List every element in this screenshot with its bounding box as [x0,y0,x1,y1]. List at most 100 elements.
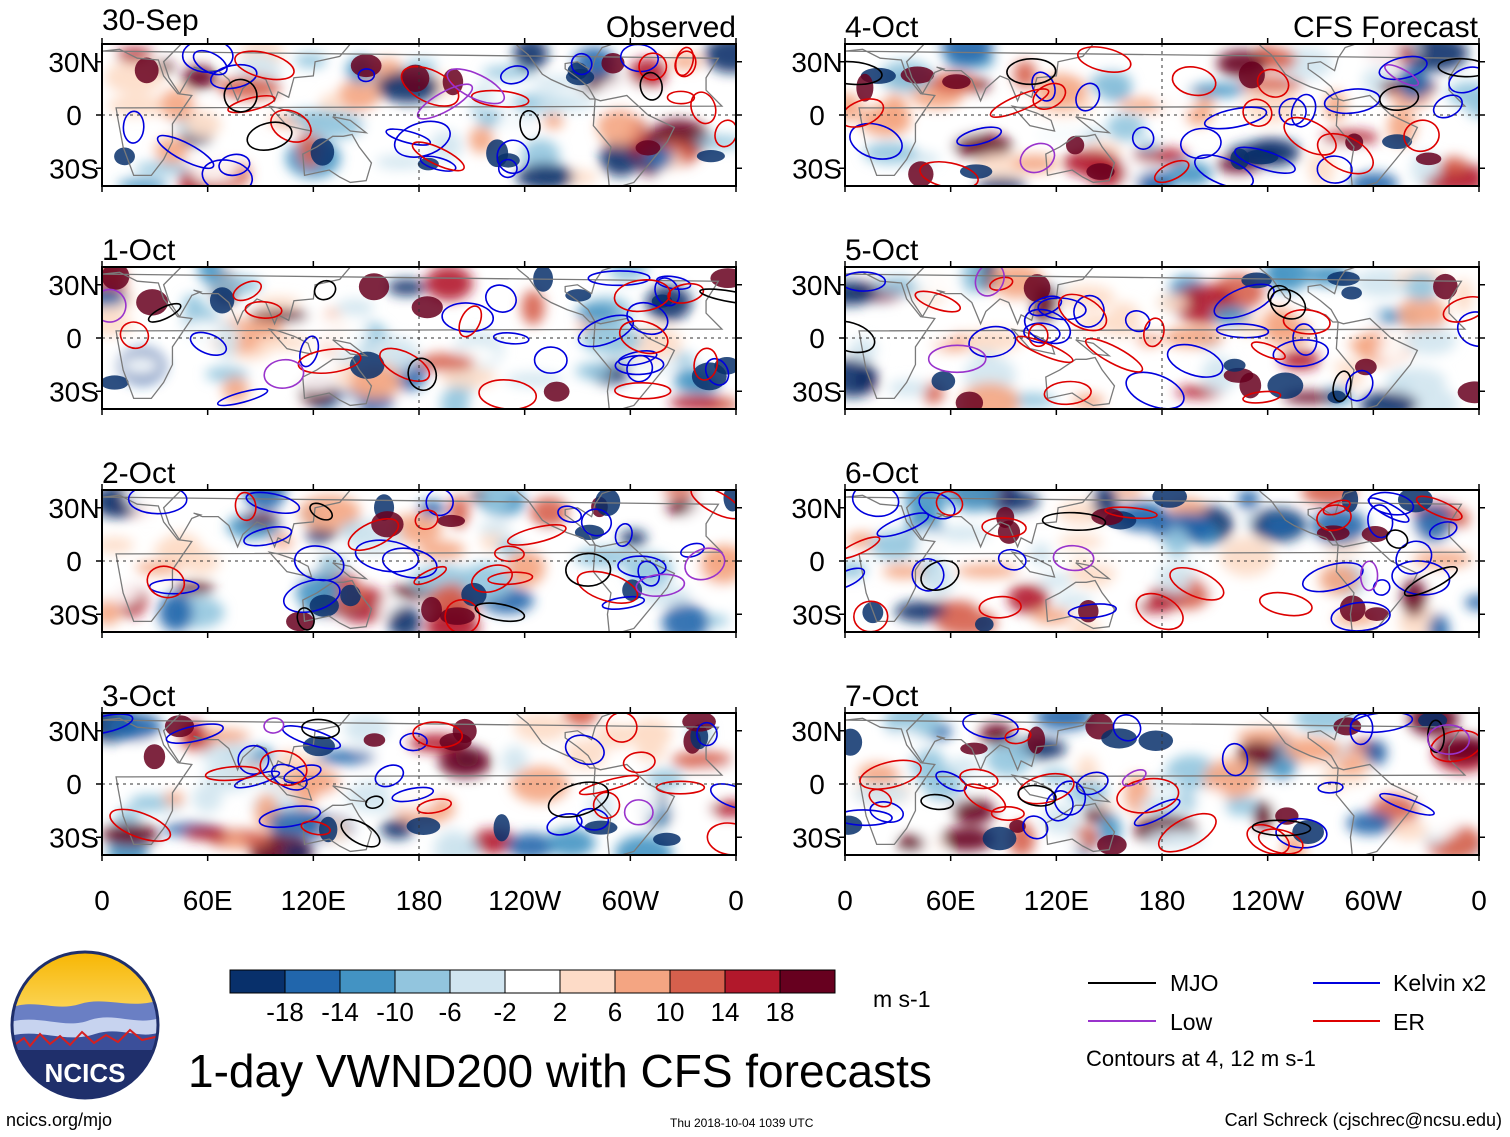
coastlines [102,490,724,632]
anomaly-blob [1035,73,1088,108]
anomaly-blob [1106,113,1146,142]
contour [1037,297,1087,321]
anomaly-blob [1359,391,1419,409]
panel-date-label: 7-Oct [845,680,919,713]
y-tick-label: 0 [66,100,82,131]
anomaly-core [417,157,439,171]
site-link[interactable]: ncics.org/mjo [6,1110,113,1130]
anomaly-blob [302,111,365,140]
anomaly-core [942,74,971,90]
anomaly-blob [199,740,255,767]
contour [1283,116,1337,156]
anomaly-core [286,611,314,632]
coastline [1335,540,1419,632]
x-tick-label: 180 [1139,885,1186,916]
anomaly-blob [564,739,607,770]
contour [655,780,706,795]
contour [927,344,987,374]
contour [340,818,381,848]
contour [845,567,866,591]
coastline [302,133,373,184]
colorbar-swatch [779,969,836,994]
anomaly-blob [388,605,422,632]
anomaly-field [104,44,736,186]
anomaly-blob [433,829,473,855]
contour [1116,777,1180,814]
anomaly-core [1267,372,1304,399]
contour [1234,146,1296,174]
coastline [102,271,724,400]
anomaly-blob [896,834,925,853]
anomaly-blob [883,730,925,759]
contour [407,357,438,392]
anomaly-core [723,490,736,512]
contour [696,721,718,747]
anomaly-blob [1243,86,1300,124]
coastline [514,267,613,323]
anomaly-blob [314,750,376,765]
anomaly-core [1361,526,1389,543]
anomaly-blob [479,385,500,409]
contour [623,799,654,826]
contour [147,302,182,323]
anomaly-blob [1453,279,1474,314]
contour [699,288,736,305]
wave-contours [102,713,736,855]
x-tick-labels: 0 60E 120E 180 120W 60W 0 0 60E 120E 180 120W 60W 0 [94,885,1487,916]
anomaly-blob [380,819,414,840]
contour [209,63,258,90]
contour [246,121,293,151]
anomaly-blob [669,394,722,409]
anomaly-blob [1007,583,1050,614]
anomaly-core [1086,163,1115,180]
anomaly-blob [197,267,222,284]
anomaly-blob [416,353,475,372]
anomaly-blob [960,328,1024,352]
anomaly-core [439,732,472,751]
contour [989,276,1014,291]
contour [605,713,638,743]
contour [1330,601,1391,632]
anomaly-blob [1136,332,1162,347]
contour [666,90,696,105]
anomaly-blob [700,547,736,585]
anomaly-core [302,736,335,757]
anomaly-blob [870,530,918,561]
panel-labels: 30-Sep 1-Oct 2-Oct 3-Oct 4-Oct 5-Oct 6-O… [102,4,1479,713]
anomaly-core [209,287,235,314]
contour [245,491,301,515]
coastline [514,713,613,769]
contour [849,122,903,160]
contour [1372,579,1391,596]
coastline [102,494,724,623]
contour [1075,82,1101,112]
map-panel [96,261,742,415]
contour [1367,504,1394,539]
anomaly-blob [505,372,564,387]
colorbar-swatch [449,969,506,994]
coastline [162,713,352,772]
anomaly-core [1341,286,1362,300]
coastline [302,356,373,407]
contour [1052,544,1095,572]
contour [1006,57,1057,86]
anomaly-core [1138,730,1174,751]
contour [244,300,283,319]
contour [578,774,640,796]
contour [868,788,893,808]
contour [690,91,717,125]
contour [919,160,979,186]
coastlines [845,713,1467,855]
anomaly-blob [941,44,994,64]
anomaly-blob [986,741,1032,777]
contour [506,523,567,546]
contour [845,98,885,128]
contour [1257,828,1304,855]
anomaly-blob [1447,81,1479,108]
contour [293,545,345,582]
anomaly-blob [845,357,877,398]
anomaly-core [411,296,443,319]
map-panel [839,707,1485,861]
contour [956,126,1003,147]
contour [519,109,541,141]
